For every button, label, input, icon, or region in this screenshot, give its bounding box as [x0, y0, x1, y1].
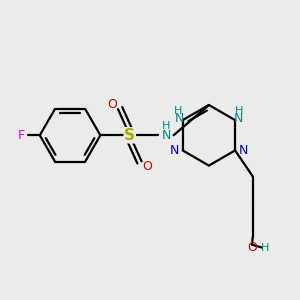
Text: H: H [174, 106, 183, 116]
Text: O: O [107, 98, 117, 111]
Text: H: H [261, 243, 270, 253]
Text: S: S [124, 128, 135, 143]
Text: O: O [247, 241, 257, 254]
Text: N: N [175, 112, 184, 124]
Text: F: F [18, 129, 25, 142]
Text: H: H [235, 106, 244, 116]
Text: N: N [234, 112, 243, 124]
Text: N: N [169, 144, 179, 157]
Text: N: N [161, 129, 171, 142]
Text: H: H [162, 121, 170, 131]
Text: O: O [142, 160, 152, 173]
Text: N: N [239, 144, 248, 157]
